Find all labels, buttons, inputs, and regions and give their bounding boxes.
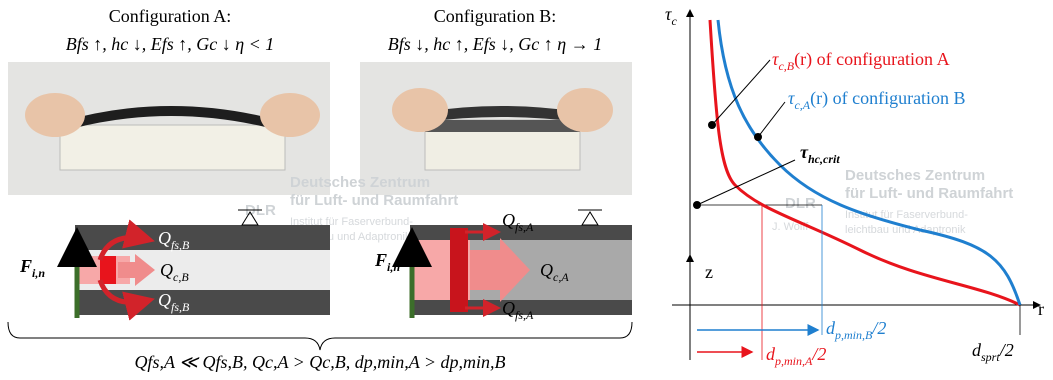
text-part: fs,B <box>171 238 190 252</box>
curve-label: τc,A(r) of configuration B <box>788 88 966 112</box>
distance-label: dp,min,B/2 <box>826 318 886 342</box>
text-part: p,min,B <box>834 328 873 342</box>
text-part: /2 <box>871 318 886 338</box>
photo-a <box>8 62 330 195</box>
text-part: sprt <box>981 350 1000 364</box>
watermark-text: Deutsches Zentrum <box>845 167 985 184</box>
figure: Configuration A: Bfs ↑, hc ↓, Efs ↑, Gc … <box>0 0 1053 380</box>
diagram-a: Fi,n Qfs,B Qc,B Qfs,B <box>19 210 330 318</box>
text-part: (r) of configuration A <box>794 49 949 70</box>
text-part: Q <box>502 298 515 318</box>
text-part: fs,A <box>515 308 534 322</box>
distance-label: dsprt/2 <box>972 340 1014 364</box>
critical-label: τhc,crit <box>800 142 840 166</box>
shape <box>392 88 448 132</box>
text-part: F <box>374 250 387 270</box>
text-part: /2 <box>811 344 826 364</box>
force-label: Fi,n <box>19 256 45 280</box>
shape <box>758 102 785 137</box>
axis-label: z <box>705 262 713 282</box>
text-part: hc,crit <box>808 152 840 166</box>
shape <box>425 120 580 132</box>
text-part: (r) of configuration B <box>810 88 965 109</box>
shape <box>712 60 770 125</box>
text-part: c,B <box>173 270 189 284</box>
text-part: F <box>19 256 32 276</box>
shear-chart: Deutsches Zentrum für Luft- und Raumfahr… <box>665 4 1044 368</box>
brace <box>8 322 632 350</box>
shape <box>582 212 598 225</box>
text-part: Q <box>540 260 553 280</box>
config-b-condition: Bfs ↓, hc ↑, Efs ↓, Gc ↑ η → 1 <box>388 34 602 54</box>
text-part: i,n <box>387 260 400 274</box>
text-part: Q <box>502 210 515 230</box>
force-label: Fi,n <box>374 250 400 274</box>
text-part: c <box>671 14 677 28</box>
curve-label: τc,B(r) of configuration A <box>772 49 950 73</box>
axis-label: r <box>1038 299 1044 319</box>
text-part: c,A <box>794 98 810 112</box>
text-part: Q <box>160 260 173 280</box>
shape <box>25 93 85 137</box>
watermark-text: für Luft- und Raumfahrt <box>290 192 458 209</box>
text-part: Q <box>158 228 171 248</box>
config-a-condition: Bfs ↑, hc ↓, Efs ↑, Gc ↓ η < 1 <box>66 34 275 54</box>
shape <box>450 228 468 312</box>
text-part: Q <box>158 290 171 310</box>
text-part: /2 <box>999 340 1014 360</box>
config-a-title: Configuration A: <box>109 6 232 26</box>
text-part: i,n <box>32 266 45 280</box>
diagram-b: Fi,n Qfs,A Qc,A Qfs,A <box>374 210 632 322</box>
text-part: c,B <box>778 59 794 73</box>
shape <box>60 125 285 170</box>
text-part: fs,B <box>171 300 190 314</box>
shape <box>260 93 320 137</box>
watermark-text: für Luft- und Raumfahrt <box>845 185 1013 202</box>
watermark-text: DLR <box>785 195 816 212</box>
text-part: fs,A <box>515 220 534 234</box>
distance-label: dp,min,A/2 <box>766 344 826 368</box>
summary: Qfs,A ≪ Qfs,B, Qc,A > Qc,B, dp,min,A > d… <box>134 352 505 372</box>
watermark-text: Deutsches Zentrum <box>290 174 430 191</box>
config-b-title: Configuration B: <box>434 6 557 26</box>
text-part: p,min,A <box>774 354 813 368</box>
text-part: c,A <box>553 270 569 284</box>
axis-label: τc <box>665 4 677 28</box>
shape <box>557 88 613 132</box>
shape <box>697 160 795 205</box>
